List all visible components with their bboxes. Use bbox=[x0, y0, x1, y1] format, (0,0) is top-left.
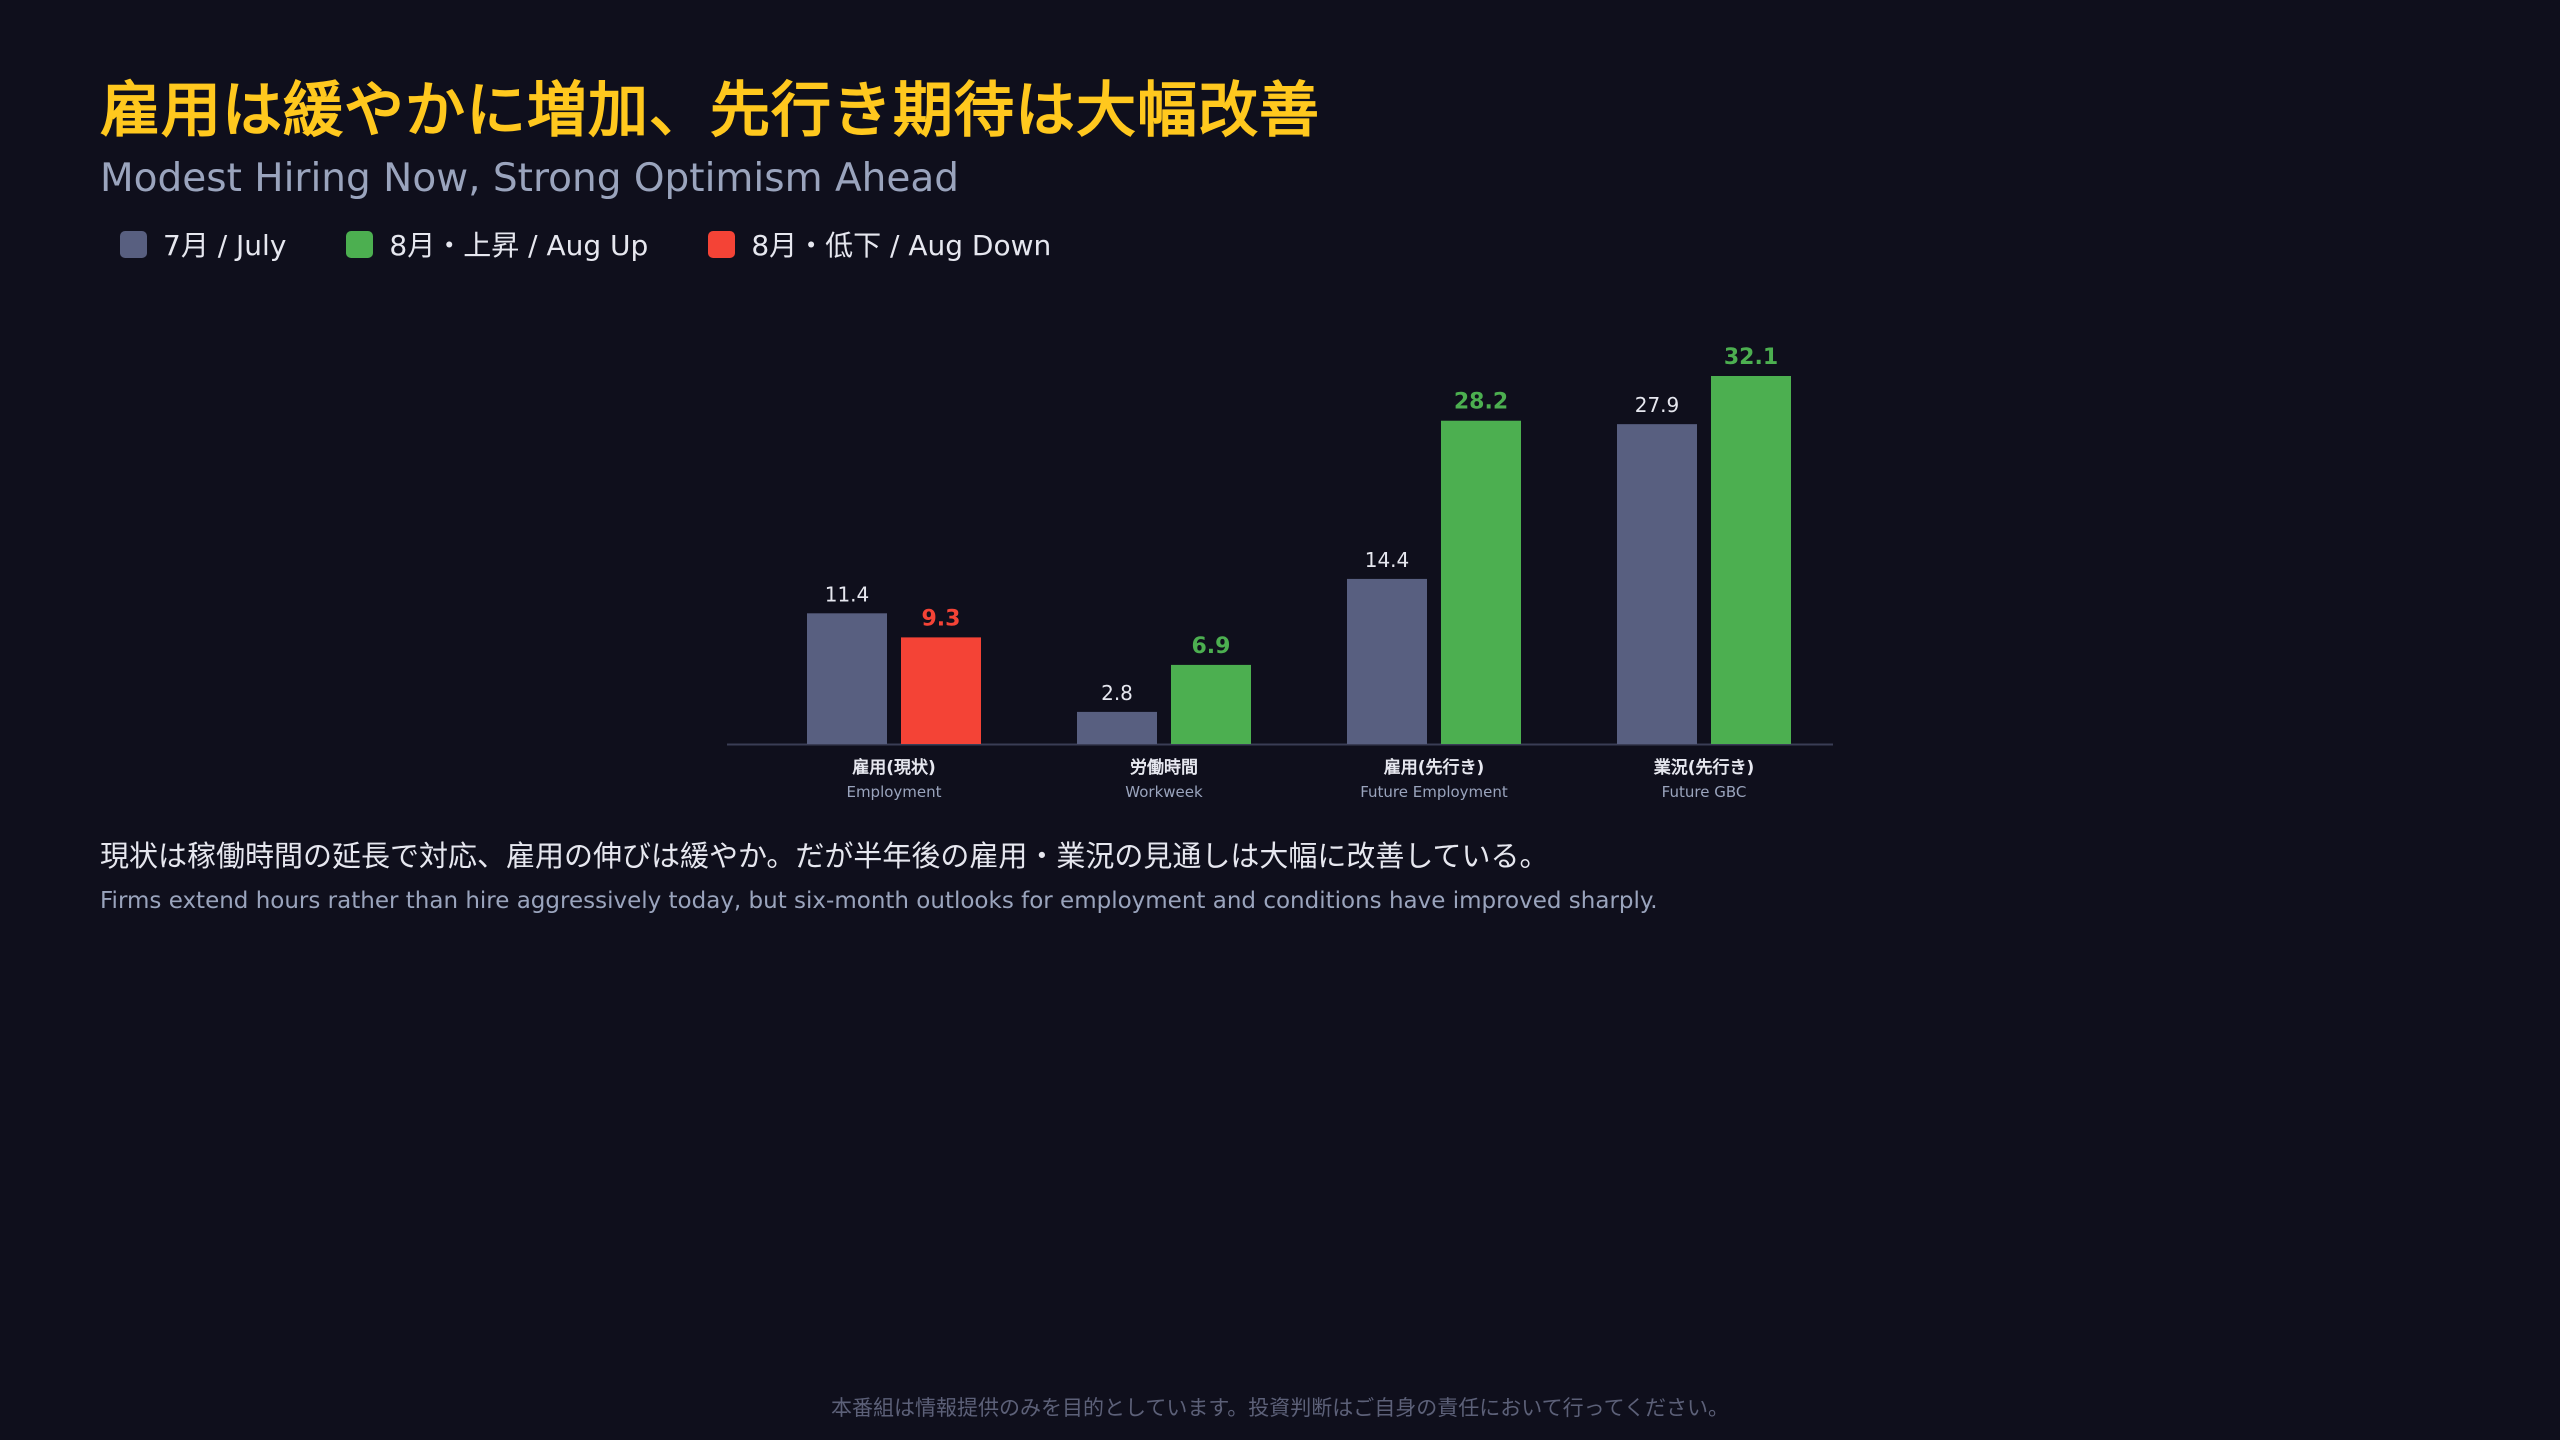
legend-label-aug-down: 8月・低下 / Aug Down bbox=[751, 229, 1052, 262]
category-label-3: 業況(先行き) bbox=[1654, 757, 1755, 778]
bar-aug-1 bbox=[1171, 664, 1251, 744]
bar-aug-0 bbox=[901, 637, 981, 744]
value-label-july-0: 11.4 bbox=[825, 582, 870, 606]
bar-aug-2 bbox=[1441, 420, 1521, 744]
chart-legend: 7月 / July 8月・上昇 / Aug Up 8月・低下 / Aug Dow… bbox=[120, 222, 1111, 266]
category-sublabel-0: Employment bbox=[846, 783, 941, 801]
summary-english: Firms extend hours rather than hire aggr… bbox=[100, 888, 1658, 914]
category-label-2: 雇用(先行き) bbox=[1384, 757, 1485, 778]
legend-label-aug-up: 8月・上昇 / Aug Up bbox=[389, 229, 649, 262]
value-label-aug-0: 9.3 bbox=[922, 606, 961, 631]
bar-aug-3 bbox=[1711, 376, 1791, 744]
category-label-1: 労働時間 bbox=[1130, 757, 1198, 778]
page-title: 雇用は緩やかに増加、先行き期待は大幅改善 bbox=[100, 76, 1320, 146]
bar-july-2 bbox=[1347, 578, 1427, 744]
bar-july-1 bbox=[1077, 711, 1157, 744]
value-label-july-2: 14.4 bbox=[1365, 548, 1410, 572]
value-label-july-1: 2.8 bbox=[1101, 681, 1133, 705]
legend-swatch-july bbox=[120, 230, 147, 258]
value-label-july-3: 27.9 bbox=[1635, 393, 1680, 417]
summary-japanese: 現状は稼働時間の延長で対応、雇用の伸びは緩やか。だが半年後の雇用・業況の見通しは… bbox=[100, 839, 1549, 873]
category-sublabel-2: Future Employment bbox=[1360, 783, 1508, 801]
legend-label-july: 7月 / July bbox=[163, 229, 287, 262]
value-label-aug-2: 28.2 bbox=[1454, 390, 1508, 415]
value-label-aug-1: 6.9 bbox=[1192, 634, 1231, 659]
legend-swatch-aug-up bbox=[346, 230, 374, 258]
category-sublabel-1: Workweek bbox=[1125, 783, 1203, 801]
bar-july-3 bbox=[1617, 424, 1697, 744]
legend-swatch-aug-down bbox=[708, 230, 736, 258]
legend-item-aug-down: 8月・低下 / Aug Down bbox=[708, 224, 1051, 264]
disclaimer: 本番組は情報提供のみを目的としています。投資判断はご自身の責任において行ってくだ… bbox=[831, 1396, 1729, 1420]
value-label-aug-3: 32.1 bbox=[1724, 345, 1778, 370]
bar-july-0 bbox=[807, 613, 887, 744]
legend-item-july: 7月 / July bbox=[120, 224, 286, 264]
bar-chart: 11.4 9.3 雇用(現状) Employment 2.8 6.9 労働時間 Workwee… bbox=[727, 345, 1833, 801]
legend-item-aug-up: 8月・上昇 / Aug Up bbox=[346, 224, 648, 264]
page-subtitle: Modest Hiring Now, Strong Optimism Ahead bbox=[100, 156, 960, 201]
category-sublabel-3: Future GBC bbox=[1662, 783, 1747, 801]
category-label-0: 雇用(現状) bbox=[852, 757, 936, 778]
